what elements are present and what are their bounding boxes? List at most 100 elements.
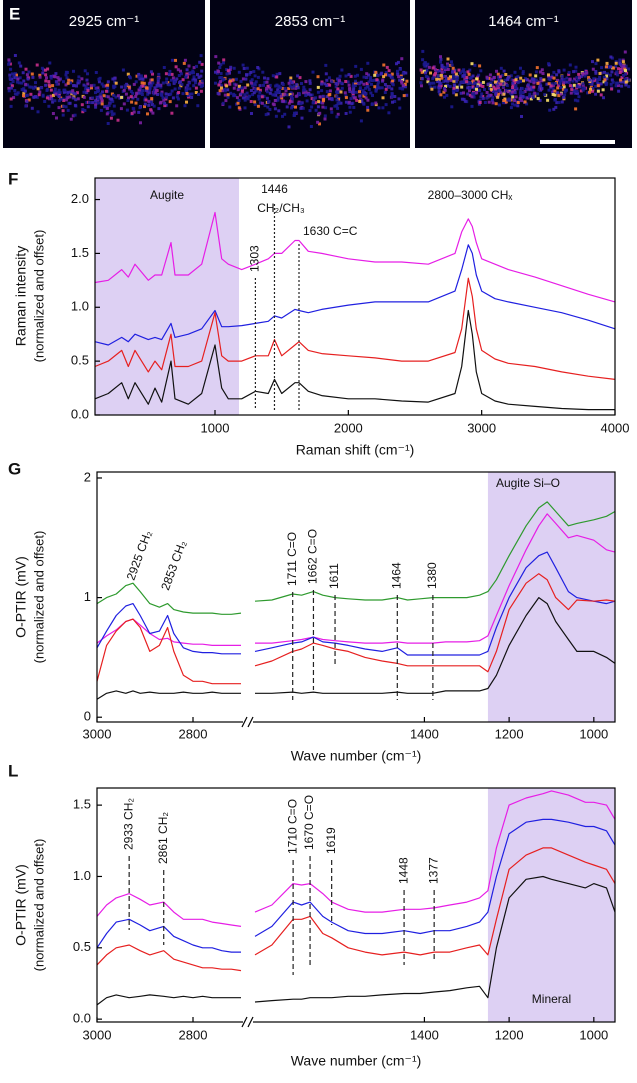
image-pixel: [86, 82, 90, 86]
image-pixel: [591, 60, 594, 64]
image-pixel: [508, 91, 512, 95]
image-pixel: [430, 87, 434, 91]
image-pixel: [458, 71, 462, 75]
image-pixel: [387, 85, 391, 89]
image-pixel: [165, 77, 169, 81]
y-tick-label: 1.5: [71, 245, 89, 260]
image-pixel: [448, 85, 452, 88]
image-pixel: [9, 86, 13, 90]
annotation: 1711 C=O: [285, 532, 299, 586]
image-pixel: [72, 84, 76, 88]
image-pixel: [453, 68, 457, 72]
image-pixel: [616, 67, 620, 71]
image-pixel: [289, 91, 293, 95]
image-pixel: [9, 104, 13, 108]
image-pixel: [437, 78, 441, 82]
image-pixel: [316, 105, 320, 109]
y-tick-label: 0.5: [73, 939, 91, 954]
image-pixel: [501, 81, 505, 85]
image-pixel: [463, 99, 467, 103]
image-pixel: [275, 72, 279, 76]
image-pixel: [152, 104, 156, 108]
image-pixel: [620, 76, 624, 79]
image-pixel: [22, 87, 26, 91]
image-pixel: [277, 89, 281, 93]
image-pixel: [525, 78, 529, 82]
image-pixel: [181, 78, 185, 82]
y-tick-label: 0: [84, 709, 91, 724]
image-pixel: [440, 64, 444, 67]
image-pixel: [496, 72, 500, 76]
spectrum-line: [254, 818, 616, 937]
image-pixel: [46, 67, 50, 71]
image-pixel: [112, 112, 116, 116]
image-pixel: [567, 71, 571, 74]
image-pixel: [272, 93, 276, 97]
y-axis-label: (normalized and offset): [31, 531, 46, 664]
image-pixel: [477, 80, 481, 84]
image-pixel: [188, 71, 192, 75]
image-pixel: [568, 63, 572, 67]
image-pixel: [252, 70, 256, 74]
image-pixel: [487, 93, 491, 97]
image-pixel: [323, 114, 327, 118]
image-pixel: [168, 69, 172, 73]
image-pixel: [374, 70, 378, 74]
image-pixel: [440, 76, 444, 80]
image-pixel: [367, 88, 371, 91]
image-pixel: [289, 94, 293, 98]
image-pixel: [243, 86, 247, 90]
image-pixel: [552, 76, 556, 80]
image-pixel: [198, 60, 202, 64]
image-pixel: [185, 85, 189, 89]
image-pixel: [223, 89, 227, 93]
image-pixel: [120, 95, 124, 99]
image-pixel: [36, 87, 40, 91]
image-pixel: [521, 91, 525, 95]
image-pixel: [574, 107, 578, 111]
image-pixel: [511, 86, 515, 89]
image-pixel: [94, 99, 98, 103]
image-pixel: [194, 86, 198, 90]
image-pixel: [38, 75, 42, 79]
spectrum-line: [254, 790, 616, 913]
image-pixel: [563, 90, 567, 94]
image-pixel: [547, 62, 551, 66]
panel-label: F: [8, 169, 18, 188]
image-pixel: [47, 104, 51, 108]
y-tick-label: 0.5: [71, 353, 89, 368]
image-pixel: [373, 78, 377, 82]
image-pixel: [609, 82, 613, 86]
axis-break-mark: [241, 1016, 248, 1028]
x-tick-label: 2800: [179, 726, 208, 741]
image-pixel: [96, 86, 100, 90]
image-pixel: [538, 98, 542, 102]
image-pixel: [310, 97, 314, 101]
image-pixel: [541, 72, 545, 75]
image-pixel: [321, 105, 325, 109]
image-pixel: [283, 100, 287, 104]
image-pixel: [63, 88, 67, 92]
image-pixel: [127, 85, 131, 89]
image-pixel: [455, 85, 459, 89]
image-pixel: [596, 84, 600, 88]
image-pixel: [223, 93, 227, 97]
annotation: 2800–3000 CHₓ: [428, 188, 513, 202]
image-pixel: [366, 98, 370, 102]
image-pixel: [164, 80, 168, 84]
image-pixel: [61, 113, 65, 117]
x-tick-label: 1400: [410, 1027, 439, 1042]
image-pixel: [454, 72, 458, 76]
image-pixel: [621, 58, 625, 62]
image-pixel: [15, 73, 18, 77]
image-pixel: [310, 93, 314, 97]
image-pixel: [337, 100, 341, 104]
image-pixel: [486, 82, 490, 86]
image-pixel: [324, 63, 328, 67]
image-pixel: [398, 86, 402, 90]
image-pixel: [241, 96, 245, 100]
annotation: 1448: [396, 857, 410, 884]
image-pixel: [288, 84, 292, 88]
image-pixel: [106, 95, 110, 99]
image-pixel: [557, 94, 561, 98]
